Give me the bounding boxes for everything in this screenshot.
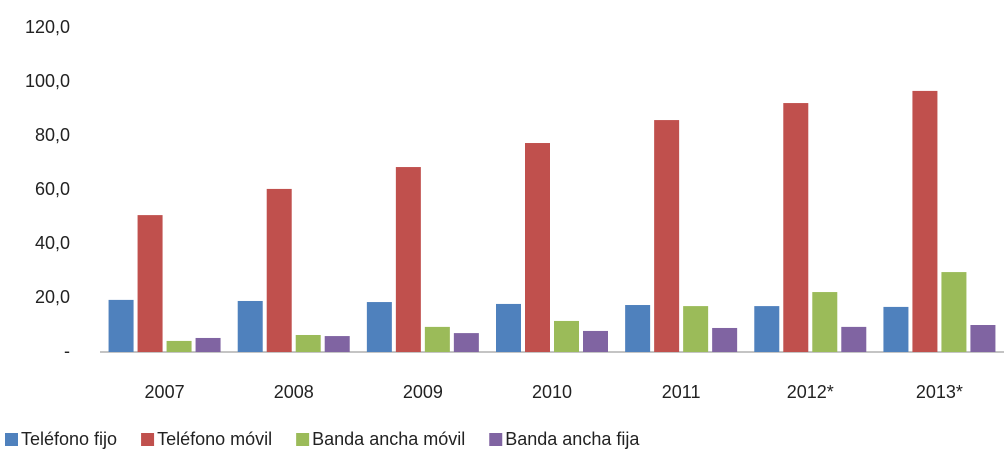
legend-swatch — [489, 433, 503, 446]
y-tick-label: 80,0 — [35, 125, 70, 145]
x-tick-label: 2013* — [916, 382, 963, 402]
bar — [812, 292, 838, 352]
legend-label: Teléfono fijo — [21, 429, 117, 449]
y-tick-label: 20,0 — [35, 287, 70, 307]
bar — [654, 120, 680, 352]
bar — [554, 320, 579, 352]
x-tick-label: 2012* — [787, 382, 834, 402]
y-tick-label: - — [64, 341, 70, 361]
bar — [108, 299, 134, 352]
bar — [754, 306, 780, 352]
x-tick-label: 2008 — [274, 382, 314, 402]
bar — [783, 103, 809, 352]
bar — [295, 334, 321, 352]
bar — [625, 305, 651, 352]
bar — [424, 326, 450, 352]
y-tick-label: 60,0 — [35, 179, 70, 199]
bar — [166, 340, 192, 352]
x-tick-label: 2011 — [662, 382, 701, 402]
bar — [583, 330, 608, 352]
bar — [912, 90, 938, 352]
legend-label: Teléfono móvil — [157, 429, 272, 449]
bar — [841, 326, 867, 352]
legend-swatch — [141, 433, 155, 446]
bar — [525, 143, 550, 352]
y-tick-label: 100,0 — [25, 71, 70, 91]
bar — [395, 167, 421, 352]
x-tick-label: 2010 — [532, 382, 572, 402]
bar — [324, 336, 350, 352]
y-tick-label: 40,0 — [35, 233, 70, 253]
legend-label: Banda ancha móvil — [312, 429, 465, 449]
bar — [266, 188, 292, 352]
bar — [683, 306, 709, 352]
bar — [970, 325, 996, 352]
bar — [137, 215, 163, 352]
bar — [237, 300, 263, 352]
x-tick-label: 2007 — [145, 382, 185, 402]
y-tick-label: 120,0 — [25, 17, 70, 37]
bar — [712, 327, 738, 352]
legend-swatch — [5, 433, 18, 446]
legend-swatch — [296, 433, 310, 446]
bar — [366, 302, 392, 352]
bar — [453, 333, 479, 352]
bar — [496, 303, 521, 352]
legend-label: Banda ancha fija — [505, 429, 640, 449]
bar — [883, 306, 909, 352]
bar — [195, 337, 221, 352]
bar — [941, 272, 967, 352]
x-tick-label: 2009 — [403, 382, 443, 402]
